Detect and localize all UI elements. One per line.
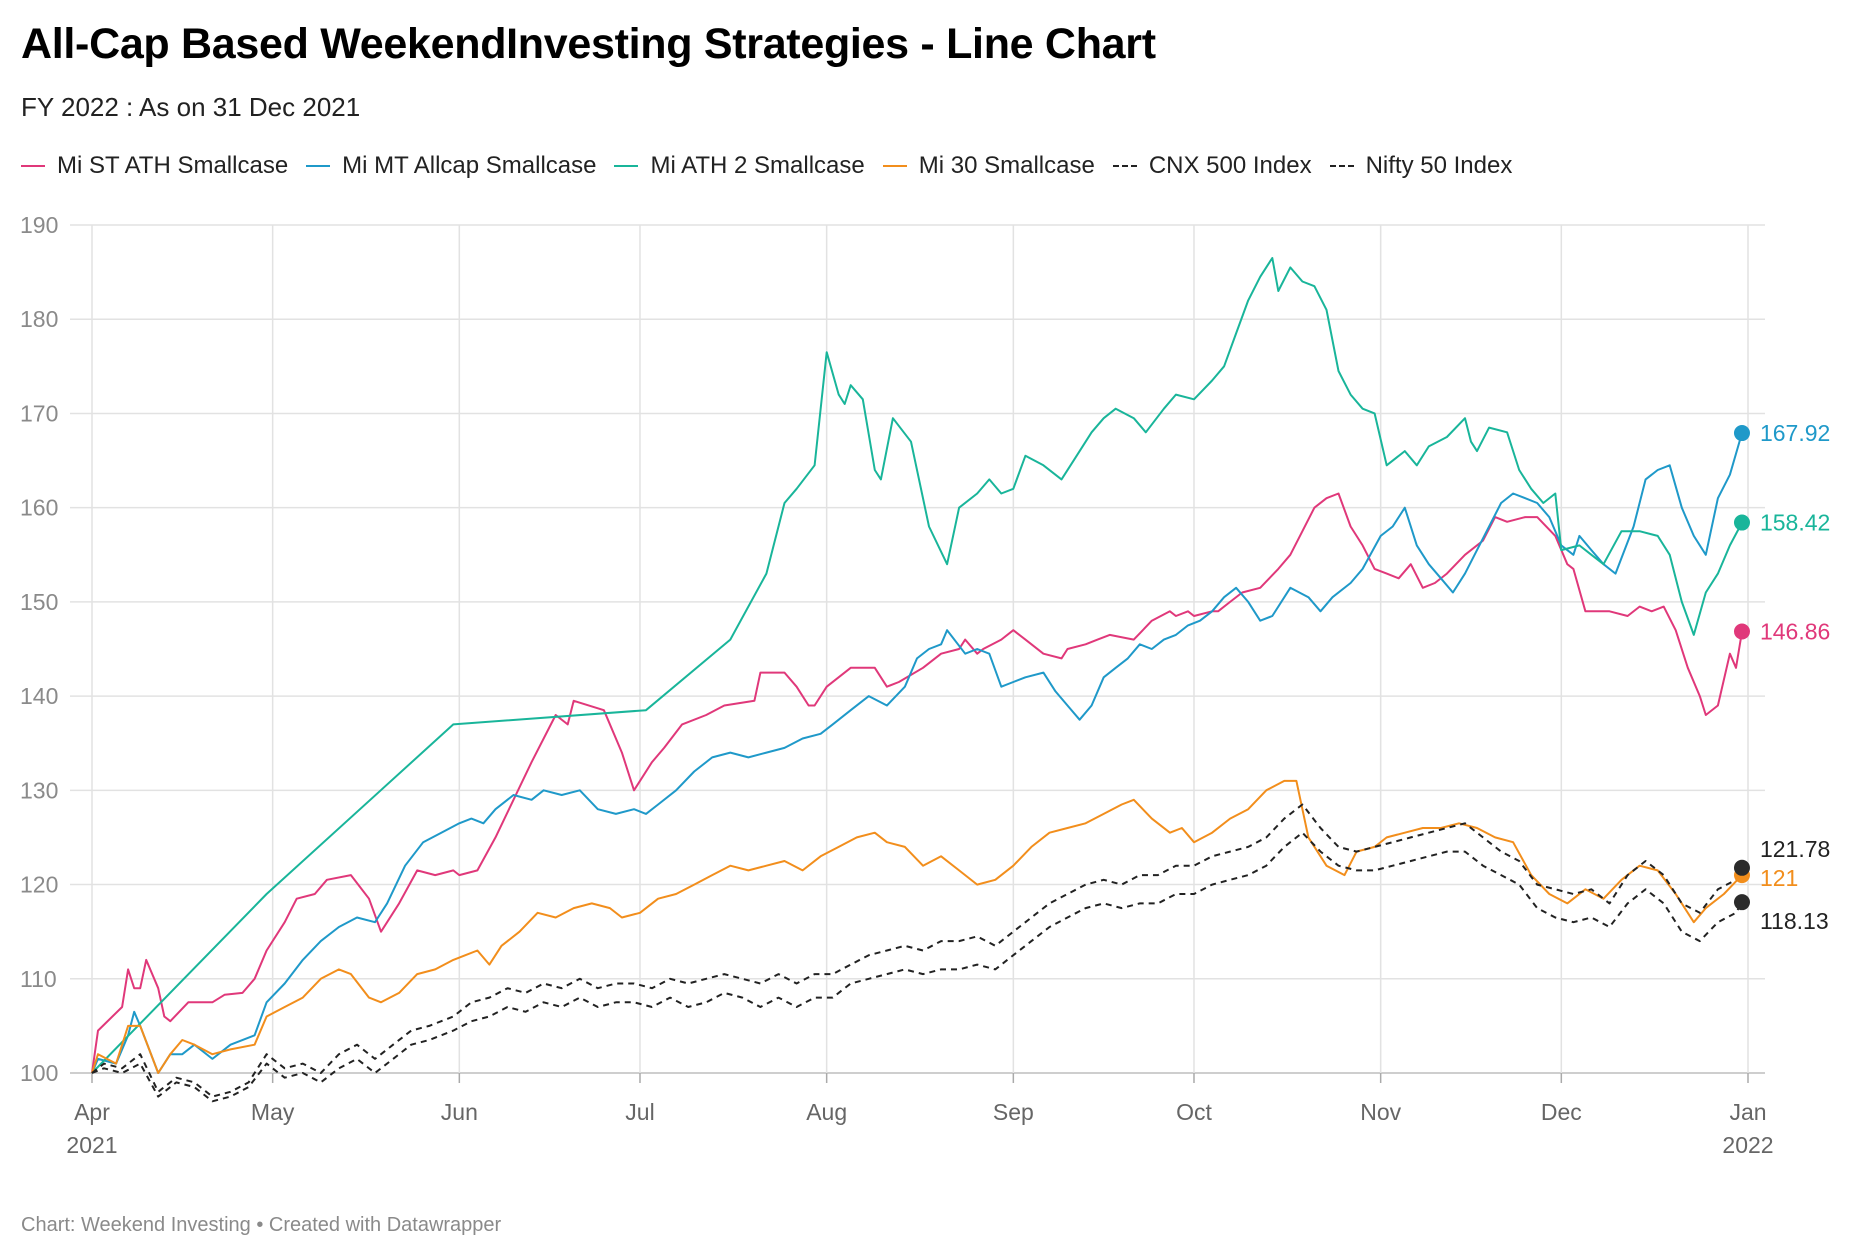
x-tick-label: Jan <box>1729 1099 1766 1125</box>
series-end-marker <box>1733 514 1750 531</box>
series-line-5 <box>91 831 1743 1103</box>
series-line-2 <box>91 257 1743 1074</box>
chart-subtitle: FY 2022 : As on 31 Dec 2021 <box>21 92 361 122</box>
x-tick-sublabel: 2022 <box>1722 1132 1773 1158</box>
x-tick-label: Sep <box>993 1099 1034 1125</box>
x-axis: Apr 2021 May Jun Jul Aug Sep Oct Nov Dec Jan 2022 <box>66 1073 1774 1158</box>
series-line-0 <box>91 492 1743 1074</box>
legend-item-mi-ath-2: Mi ATH 2 Smallcase <box>614 152 865 180</box>
legend-item-cnx-500: CNX 500 Index <box>1112 152 1312 180</box>
chart-title: All-Cap Based WeekendInvesting Strategie… <box>21 20 1156 68</box>
legend-label: Mi ST ATH Smallcase <box>57 152 289 179</box>
legend-swatch <box>1329 165 1354 167</box>
x-tick-label: Jul <box>625 1099 654 1125</box>
y-tick-label: 170 <box>20 400 58 426</box>
series-end-label: 158.42 <box>1760 510 1830 536</box>
x-tick-label: Apr <box>74 1099 110 1125</box>
legend-swatch <box>21 165 45 167</box>
series-line-1 <box>91 432 1743 1074</box>
series-line-4 <box>91 803 1743 1098</box>
series-end-label: 146.86 <box>1760 618 1830 644</box>
series-end-label: 118.13 <box>1760 908 1829 934</box>
series-lines <box>91 257 1743 1103</box>
x-tick-label: Jun <box>441 1099 478 1125</box>
x-tick-label: May <box>251 1099 295 1125</box>
x-tick-label: Nov <box>1360 1099 1401 1125</box>
x-tick-label: Dec <box>1541 1099 1582 1125</box>
legend-label: Nifty 50 Index <box>1365 152 1513 179</box>
series-end-marker <box>1733 425 1750 442</box>
legend-swatch <box>882 165 907 167</box>
series-end-markers: 146.86 167.92 158.42 121 121.78 118.13 <box>1733 420 1830 934</box>
legend-item-mi-st-ath: Mi ST ATH Smallcase <box>21 152 288 180</box>
series-end-marker <box>1733 859 1750 876</box>
legend-swatch <box>614 165 639 167</box>
y-tick-label: 140 <box>20 683 58 709</box>
legend-label: Mi 30 Smallcase <box>918 152 1095 179</box>
gridlines <box>70 224 1765 1074</box>
y-tick-label: 180 <box>20 306 58 332</box>
y-tick-label: 190 <box>20 212 58 238</box>
legend-item-mi-30: Mi 30 Smallcase <box>882 152 1095 180</box>
legend-item-mi-mt-allcap: Mi MT Allcap Smallcase <box>306 152 596 180</box>
y-tick-label: 150 <box>20 589 58 615</box>
legend-swatch <box>306 165 331 167</box>
y-axis: 100 110 120 130 140 150 160 170 180 190 <box>20 212 58 1086</box>
x-tick-label: Aug <box>806 1099 847 1125</box>
y-tick-label: 100 <box>20 1060 58 1086</box>
series-line-3 <box>91 779 1743 1074</box>
legend-label: Mi ATH 2 Smallcase <box>650 152 865 179</box>
chart-footer: Chart: Weekend Investing • Created with … <box>21 1214 502 1236</box>
y-tick-label: 110 <box>20 966 57 992</box>
series-end-label: 121.78 <box>1760 836 1830 862</box>
legend-swatch <box>1112 165 1137 167</box>
series-end-label: 121 <box>1760 865 1798 891</box>
y-tick-label: 130 <box>20 777 58 803</box>
chart-legend: Mi ST ATH Smallcase Mi MT Allcap Smallca… <box>21 152 1530 180</box>
series-end-label: 167.92 <box>1760 420 1830 446</box>
x-tick-sublabel: 2021 <box>66 1132 117 1158</box>
x-tick-label: Oct <box>1176 1099 1212 1125</box>
legend-label: CNX 500 Index <box>1148 152 1312 179</box>
legend-item-nifty-50: Nifty 50 Index <box>1329 152 1513 180</box>
series-end-marker <box>1733 894 1750 911</box>
legend-label: Mi MT Allcap Smallcase <box>342 152 597 179</box>
y-tick-label: 120 <box>20 872 58 898</box>
series-end-marker <box>1733 623 1750 640</box>
y-tick-label: 160 <box>20 495 58 521</box>
